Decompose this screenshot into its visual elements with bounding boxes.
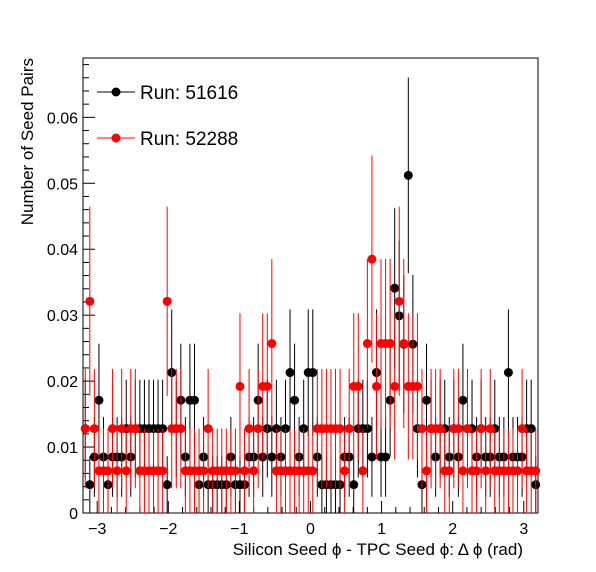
data-point bbox=[344, 424, 354, 434]
x-axis-label: Silicon Seed ϕ - TPC Seed ϕ: Δ ϕ (rad) bbox=[233, 540, 523, 559]
data-point bbox=[130, 424, 140, 434]
data-point bbox=[249, 466, 259, 476]
x-tick-label: −3 bbox=[88, 521, 106, 538]
data-point bbox=[485, 424, 495, 434]
data-point bbox=[267, 452, 277, 462]
data-point bbox=[290, 395, 300, 405]
data-point bbox=[531, 466, 541, 476]
x-tick-label: 2 bbox=[448, 521, 457, 538]
data-point bbox=[158, 466, 168, 476]
data-point bbox=[308, 466, 318, 476]
data-point bbox=[385, 339, 395, 349]
y-tick-label: 0 bbox=[69, 506, 78, 523]
y-tick-label: 0.01 bbox=[47, 440, 78, 457]
y-tick-label: 0.06 bbox=[47, 110, 78, 127]
data-point bbox=[399, 339, 409, 349]
data-point bbox=[403, 170, 413, 180]
data-point bbox=[80, 424, 90, 434]
data-point bbox=[112, 466, 122, 476]
data-point bbox=[94, 395, 104, 405]
data-point bbox=[162, 296, 172, 306]
data-point bbox=[458, 466, 468, 476]
data-point bbox=[422, 395, 432, 405]
y-axis: 0 0.01 0.02 0.03 0.04 0.05 0.06 bbox=[47, 64, 95, 523]
series-run-52288 bbox=[80, 155, 541, 513]
y-tick-label: 0.03 bbox=[47, 308, 78, 325]
data-point bbox=[85, 296, 95, 306]
data-point bbox=[517, 424, 527, 434]
y-tick-label: 0.05 bbox=[47, 176, 78, 193]
data-point bbox=[230, 466, 240, 476]
data-point bbox=[308, 368, 318, 378]
data-point bbox=[89, 424, 99, 434]
data-point bbox=[189, 395, 199, 405]
data-point bbox=[381, 452, 391, 462]
data-point bbox=[340, 466, 350, 476]
data-point bbox=[240, 466, 250, 476]
data-point bbox=[85, 480, 95, 490]
data-point bbox=[162, 480, 172, 490]
data-point bbox=[267, 339, 277, 349]
x-tick-label: 1 bbox=[377, 521, 386, 538]
x-tick-label: 3 bbox=[519, 521, 528, 538]
plot-frame bbox=[82, 57, 539, 514]
data-point bbox=[358, 466, 368, 476]
data-point bbox=[476, 424, 486, 434]
legend-marker-run-51616 bbox=[111, 87, 121, 97]
data-point bbox=[390, 283, 400, 293]
data-point bbox=[458, 395, 468, 405]
data-point bbox=[367, 254, 377, 264]
x-axis: −3 −2 −1 0 1 2 3 bbox=[82, 501, 539, 538]
data-point bbox=[462, 424, 472, 434]
x-tick-label: 0 bbox=[306, 521, 315, 538]
y-tick-label: 0.04 bbox=[47, 242, 78, 259]
data-point bbox=[481, 466, 491, 476]
data-point bbox=[244, 424, 254, 434]
data-point bbox=[103, 466, 113, 476]
data-point bbox=[121, 466, 131, 476]
data-point bbox=[335, 424, 345, 434]
data-point bbox=[394, 296, 404, 306]
series-layer bbox=[80, 77, 541, 513]
data-point bbox=[435, 424, 445, 434]
data-point bbox=[422, 466, 432, 476]
x-tick-label: −1 bbox=[230, 521, 248, 538]
data-point bbox=[472, 466, 482, 476]
data-point bbox=[176, 424, 186, 434]
data-point bbox=[203, 424, 213, 434]
legend-label-run-52288: Run: 52288 bbox=[140, 129, 238, 150]
data-point bbox=[349, 480, 359, 490]
legend: Run: 51616 Run: 52288 bbox=[97, 83, 238, 150]
data-point bbox=[262, 381, 272, 391]
data-point bbox=[235, 381, 245, 391]
y-tick-label: 0.02 bbox=[47, 374, 78, 391]
data-point bbox=[253, 424, 263, 434]
data-point bbox=[117, 424, 127, 434]
data-point bbox=[444, 466, 454, 476]
data-point bbox=[199, 466, 209, 476]
data-point bbox=[412, 381, 422, 391]
data-point bbox=[513, 466, 523, 476]
data-point bbox=[362, 339, 372, 349]
data-point bbox=[453, 424, 463, 434]
data-point bbox=[108, 424, 118, 434]
data-point bbox=[503, 368, 513, 378]
legend-label-run-51616: Run: 51616 bbox=[140, 83, 238, 104]
data-point bbox=[371, 381, 381, 391]
data-point bbox=[417, 424, 427, 434]
legend-marker-run-52288 bbox=[111, 133, 121, 143]
data-point bbox=[390, 381, 400, 391]
data-point bbox=[362, 424, 372, 434]
y-axis-label: Number of Seed Pairs bbox=[18, 58, 37, 225]
x-tick-label: −2 bbox=[159, 521, 177, 538]
data-point bbox=[353, 381, 363, 391]
data-point bbox=[285, 368, 295, 378]
data-point bbox=[367, 452, 377, 462]
